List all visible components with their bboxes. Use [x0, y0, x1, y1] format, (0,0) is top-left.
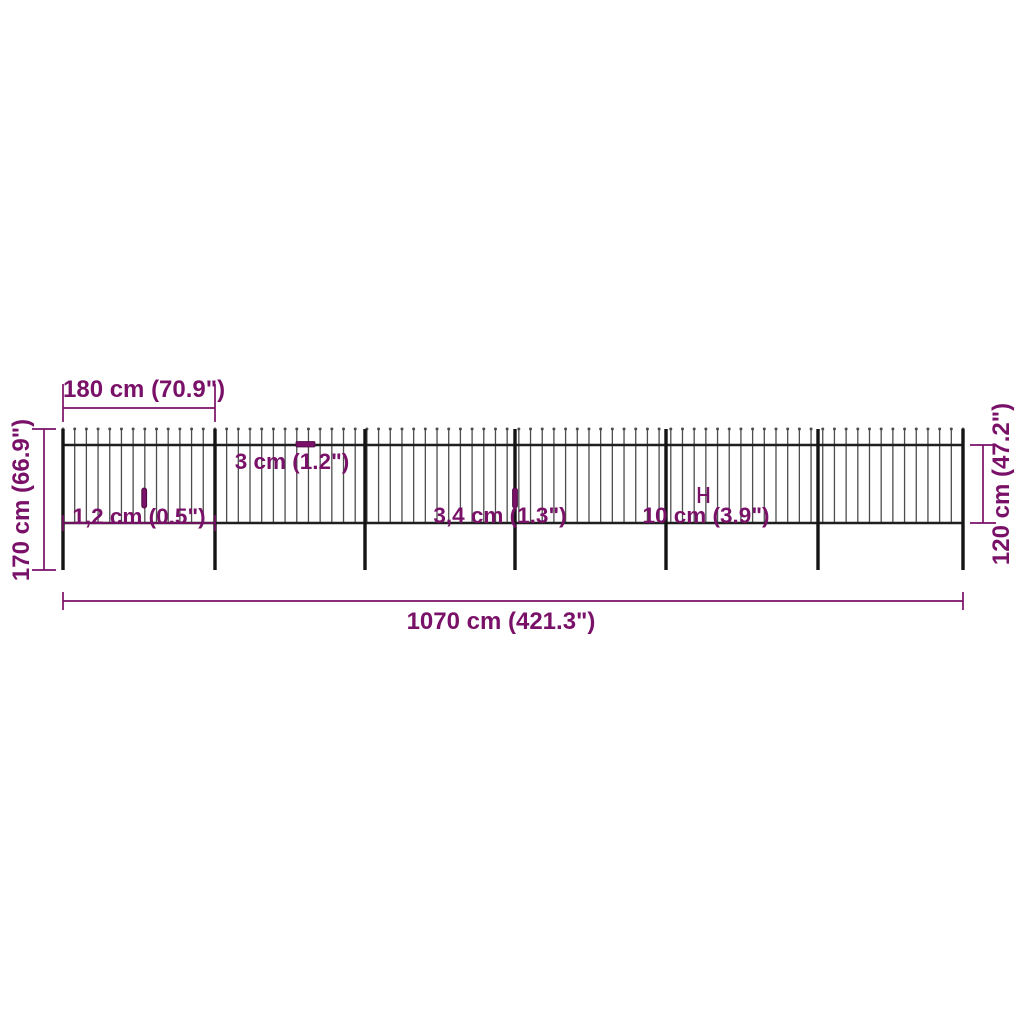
svg-text:3,4 cm (1.3"): 3,4 cm (1.3")	[433, 503, 566, 528]
svg-text:1,2 cm (0.5"): 1,2 cm (0.5")	[72, 504, 205, 529]
svg-text:170 cm (66.9"): 170 cm (66.9")	[8, 419, 35, 581]
svg-text:3 cm (1.2"): 3 cm (1.2")	[235, 449, 349, 474]
svg-text:10 cm (3.9"): 10 cm (3.9")	[643, 503, 770, 528]
svg-text:120 cm (47.2"): 120 cm (47.2")	[988, 403, 1015, 565]
svg-text:1070 cm (421.3"): 1070 cm (421.3")	[407, 608, 596, 635]
svg-text:180 cm (70.9"): 180 cm (70.9")	[63, 376, 225, 403]
